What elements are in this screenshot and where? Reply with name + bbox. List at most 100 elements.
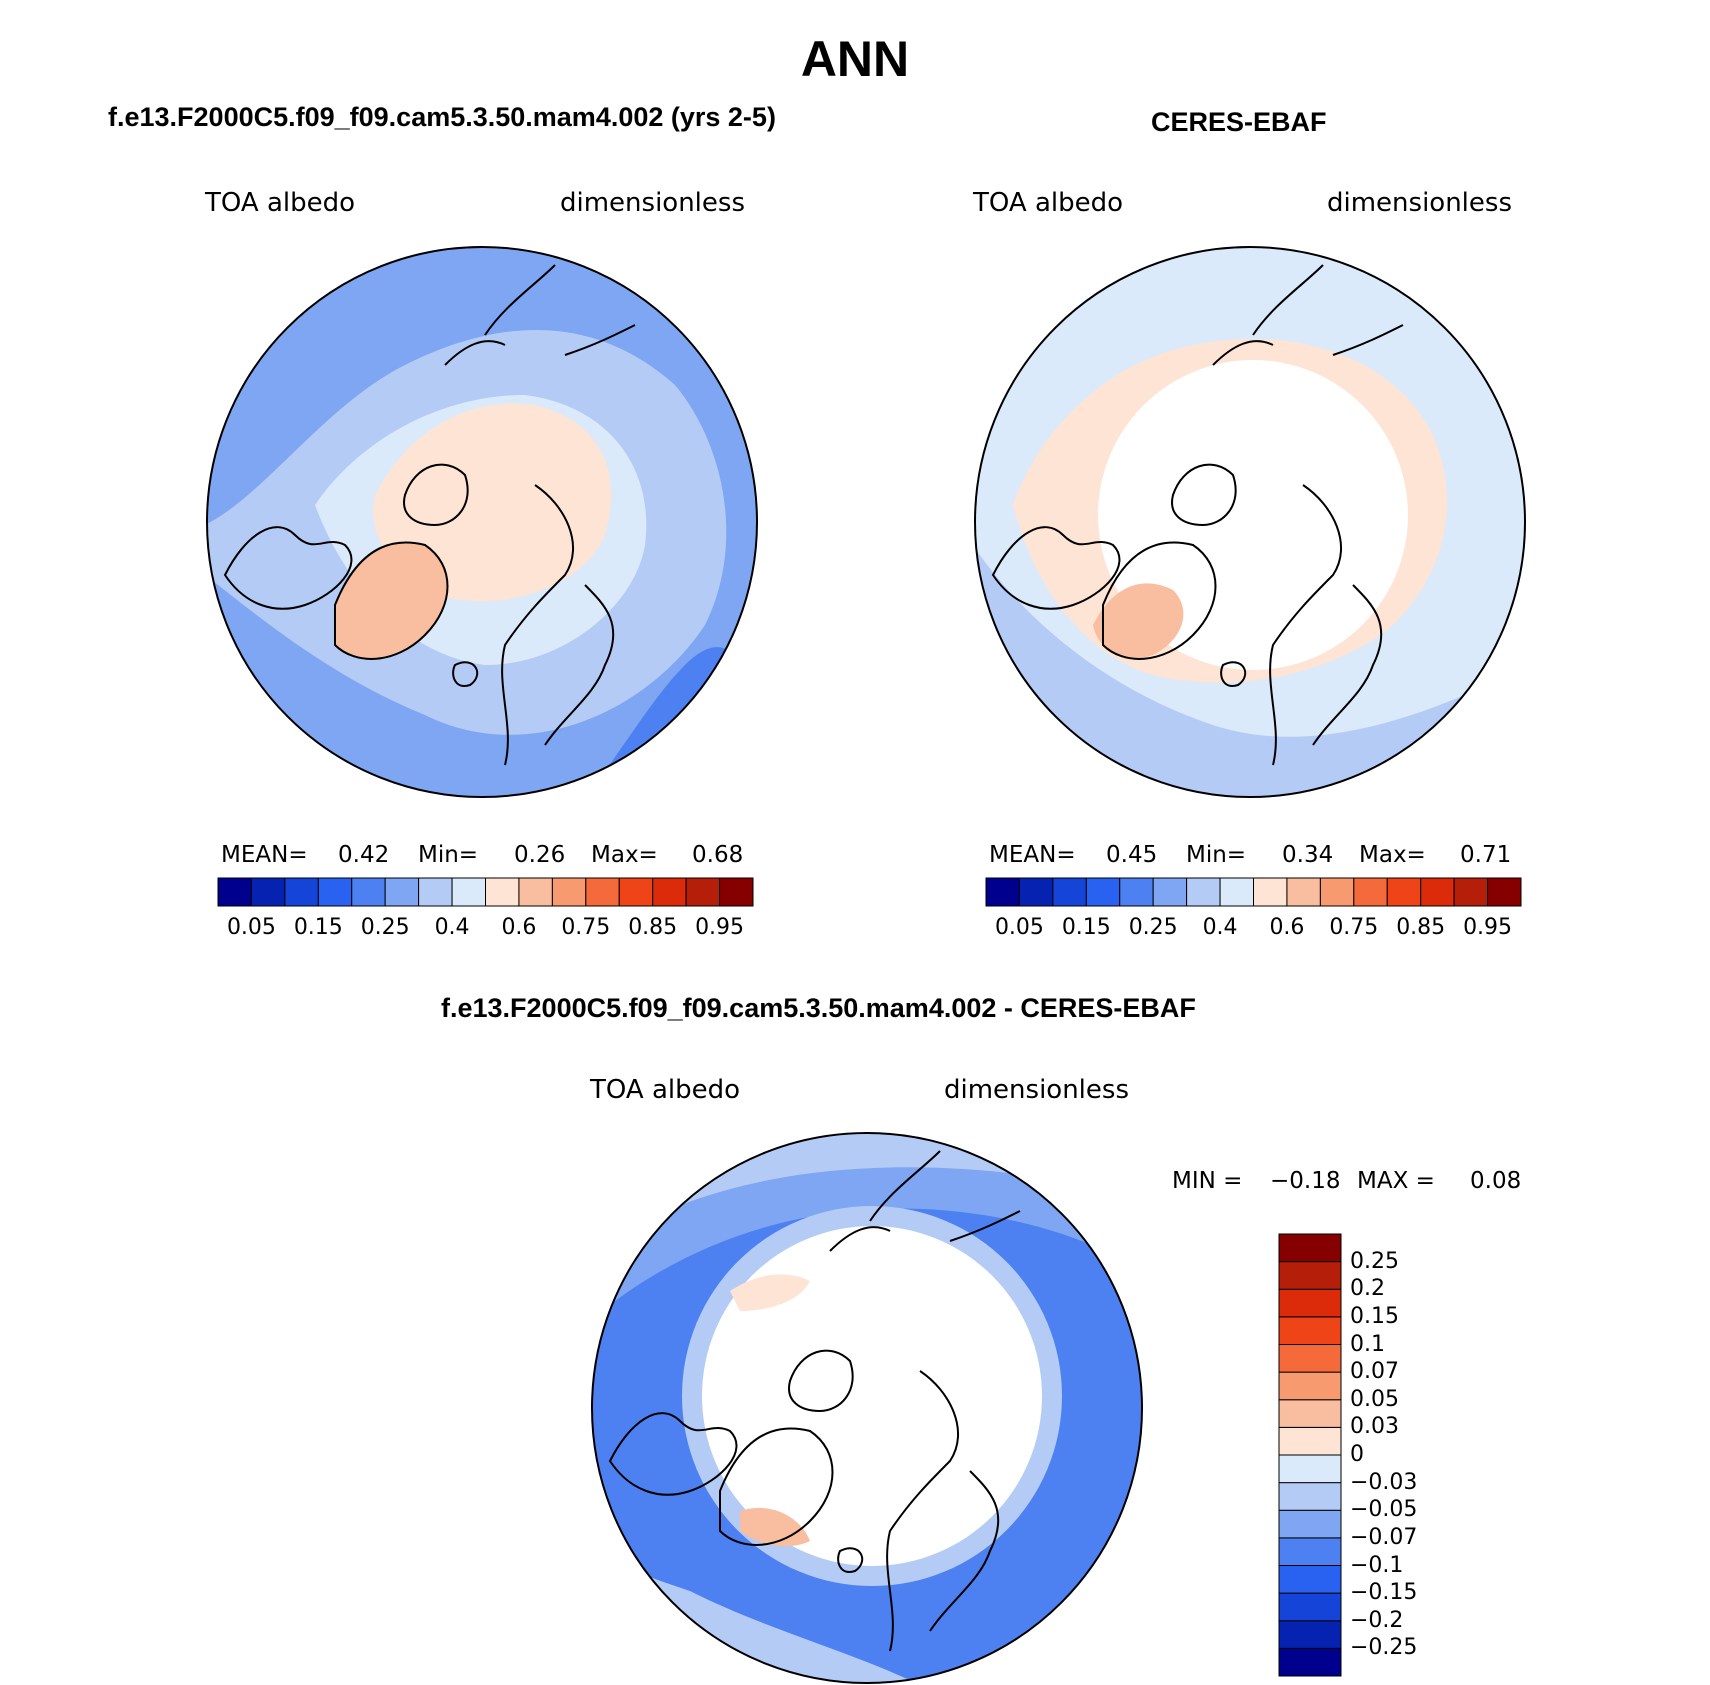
colorbar-swatch — [1453, 877, 1489, 907]
colorbar-swatch — [1286, 877, 1321, 907]
colorbar-tick-label: 0.95 — [1463, 915, 1513, 940]
colorbar-swatch — [985, 877, 1020, 907]
colorbar-swatch — [1487, 877, 1522, 907]
panel-1-min-value: 0.26 — [514, 842, 566, 868]
colorbar-swatch — [518, 877, 553, 907]
panel-3-title: f.e13.F2000C5.f09_f09.cam5.3.50.mam4.002… — [441, 993, 1196, 1023]
colorbar-swatch — [1186, 877, 1221, 907]
panel-1-variable: TOA albedo — [205, 188, 356, 218]
colorbar-tick-label: 0.6 — [501, 915, 537, 940]
colorbar-swatch — [1119, 877, 1154, 907]
colorbar-swatch — [250, 877, 286, 907]
panel-1-title: f.e13.F2000C5.f09_f09.cam5.3.50.mam4.002… — [108, 102, 776, 132]
panel-1-max-value: 0.68 — [692, 842, 744, 868]
colorbar-swatch — [485, 877, 520, 907]
colorbar-tick-label: 0.1 — [1350, 1331, 1385, 1357]
colorbar-swatch — [351, 877, 386, 907]
colorbar-tick-label: 0.15 — [1350, 1303, 1399, 1329]
colorbar-swatch — [585, 877, 620, 907]
panel-2-min-value: 0.34 — [1282, 842, 1334, 868]
colorbar-swatch — [1278, 1482, 1342, 1511]
colorbar-swatch — [1319, 877, 1355, 907]
colorbar-swatch — [685, 877, 721, 907]
colorbar-swatch — [1278, 1288, 1342, 1318]
colorbar-swatch — [418, 877, 453, 907]
panel-2-mean-value: 0.45 — [1106, 842, 1158, 868]
colorbar-swatch — [1152, 877, 1188, 907]
colorbar-tick-label: −0.25 — [1350, 1635, 1418, 1661]
panel-3-units: dimensionless — [944, 1075, 1129, 1105]
colorbar-tick-label: 0.75 — [561, 915, 611, 940]
colorbar-tick-label: 0.4 — [1202, 915, 1238, 940]
colorbar-tick-label: −0.07 — [1350, 1524, 1418, 1550]
colorbar-tick-label: 0.75 — [1329, 915, 1379, 940]
colorbar-swatch — [618, 877, 654, 907]
colorbar-swatch — [1278, 1509, 1342, 1539]
colorbar-swatch — [1219, 877, 1254, 907]
colorbar-tick-label: 0.25 — [1128, 915, 1178, 940]
colorbar-swatch — [1278, 1344, 1342, 1373]
panel-2-max-label: Max= — [1359, 842, 1426, 868]
colorbar-swatch — [1278, 1261, 1342, 1290]
colorbar-tick-label: 0.15 — [293, 915, 343, 940]
page-title: ANN — [800, 31, 910, 87]
colorbar-tick-label: 0.05 — [226, 915, 276, 940]
panel-2-title: CERES-EBAF — [1151, 107, 1327, 137]
panel-1-units: dimensionless — [560, 188, 745, 218]
panel-2-mean-label: MEAN= — [989, 842, 1076, 868]
colorbar-tick-label: 0 — [1350, 1442, 1364, 1467]
panel-3-max-label: MAX = — [1357, 1168, 1435, 1194]
panel-3-colorbar-labels: −0.25 −0.2 −0.15 −0.1 −0.07 −0.05 −0.03 0 0.03 0.… — [1350, 1234, 1470, 1676]
panel-1-min-label: Min= — [418, 842, 479, 868]
colorbar-tick-label: 0.05 — [1350, 1386, 1399, 1412]
colorbar-swatch — [1278, 1454, 1342, 1484]
panel-2-polar-map — [974, 246, 1526, 798]
colorbar-tick-label: −0.2 — [1350, 1607, 1404, 1633]
panel-3-variable: TOA albedo — [590, 1075, 741, 1105]
colorbar-swatch — [1253, 877, 1288, 907]
colorbar-swatch — [1018, 877, 1054, 907]
colorbar-tick-label: 0.85 — [628, 915, 678, 940]
colorbar-tick-label: 0.15 — [1061, 915, 1111, 940]
panel-2-max-value: 0.71 — [1460, 842, 1512, 868]
colorbar-tick-label: 0.25 — [1350, 1248, 1399, 1274]
panel-1-colorbar — [217, 877, 754, 907]
panel-2-colorbar — [985, 877, 1522, 907]
colorbar-swatch — [1278, 1233, 1342, 1263]
colorbar-tick-label: −0.05 — [1350, 1497, 1418, 1523]
panel-2-colorbar-labels: 0.05 0.15 0.25 0.4 0.6 0.75 0.85 0.95 — [986, 915, 1521, 945]
colorbar-tick-label: 0.2 — [1350, 1276, 1385, 1302]
colorbar-swatch — [451, 877, 486, 907]
colorbar-swatch — [284, 877, 319, 907]
panel-1-max-label: Max= — [591, 842, 658, 868]
colorbar-swatch — [652, 877, 687, 907]
colorbar-swatch — [1278, 1316, 1342, 1345]
colorbar-tick-label: 0.6 — [1269, 915, 1305, 940]
colorbar-swatch — [217, 877, 252, 907]
panel-1-mean-value: 0.42 — [338, 842, 390, 868]
colorbar-tick-label: 0.85 — [1396, 915, 1446, 940]
colorbar-swatch — [384, 877, 420, 907]
colorbar-swatch — [317, 877, 353, 907]
panel-1-colorbar-labels: 0.05 0.15 0.25 0.4 0.6 0.75 0.85 0.95 — [218, 915, 753, 945]
colorbar-swatch — [551, 877, 587, 907]
colorbar-swatch — [1278, 1620, 1342, 1649]
panel-3-colorbar — [1278, 1233, 1342, 1677]
colorbar-swatch — [1278, 1565, 1342, 1594]
panel-3-min-label: MIN = — [1172, 1168, 1243, 1194]
panel-2-variable: TOA albedo — [973, 188, 1124, 218]
colorbar-tick-label: 0.4 — [434, 915, 470, 940]
colorbar-swatch — [1278, 1399, 1342, 1428]
colorbar-tick-label: −0.03 — [1350, 1469, 1418, 1495]
panel-3-polar-map — [591, 1132, 1143, 1684]
panel-2-units: dimensionless — [1327, 188, 1512, 218]
colorbar-swatch — [1085, 877, 1121, 907]
colorbar-tick-label: 0.25 — [360, 915, 410, 940]
colorbar-swatch — [1278, 1647, 1342, 1677]
colorbar-swatch — [1386, 877, 1422, 907]
colorbar-swatch — [1278, 1371, 1342, 1401]
panel-1-mean-label: MEAN= — [221, 842, 308, 868]
colorbar-tick-label: 0.05 — [994, 915, 1044, 940]
colorbar-tick-label: 0.03 — [1350, 1414, 1399, 1440]
colorbar-tick-label: −0.15 — [1350, 1580, 1418, 1606]
